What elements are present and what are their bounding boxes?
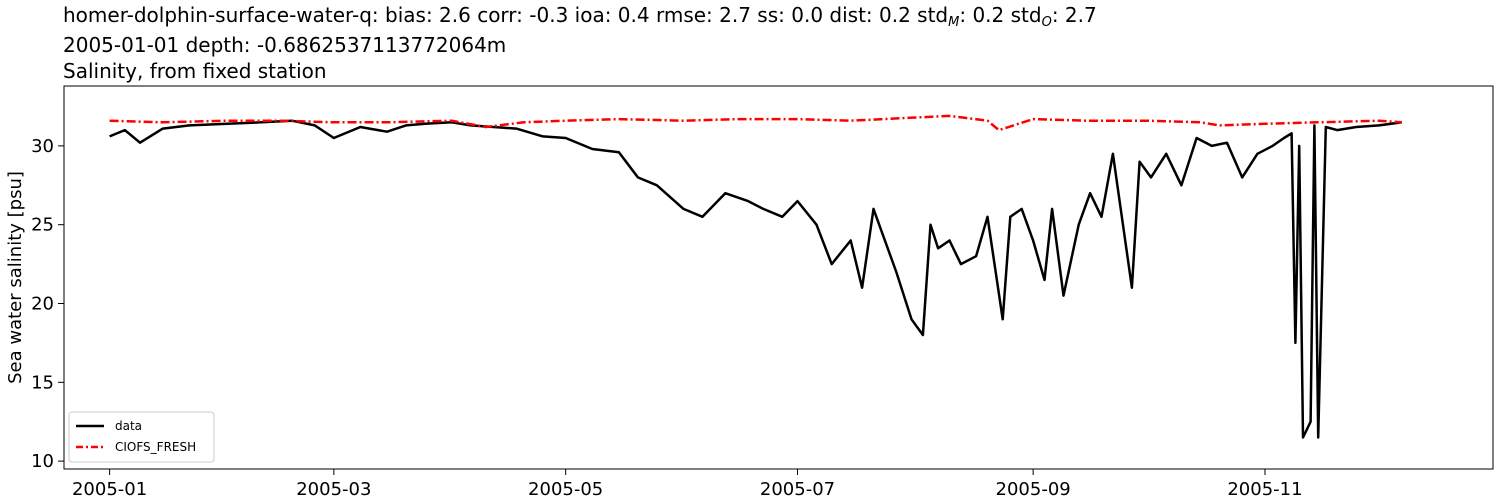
x-axis: 2005-01 2005-03 2005-05 2005-07 2005-09 2005-… [72, 469, 1303, 500]
legend: data CIOFS_FRESH [68, 411, 215, 463]
x-tick-label: 2005-03 [296, 479, 371, 500]
legend-label-0: data [115, 419, 142, 433]
title-stats-mid: : 0.2 std [959, 3, 1042, 27]
legend-label-1: CIOFS_FRESH [115, 440, 196, 454]
x-tick-label: 2005-09 [996, 479, 1071, 500]
y-tick-label: 25 [31, 215, 54, 236]
chart-title-description: Salinity, from fixed station [63, 59, 327, 83]
y-tick-label: 15 [31, 372, 54, 393]
x-tick-label: 2005-01 [72, 479, 147, 500]
title-stats-suffix: : 2.7 [1051, 3, 1097, 27]
y-tick-label: 30 [31, 136, 54, 157]
series-line-0 [109, 119, 1402, 439]
x-tick-label: 2005-07 [760, 479, 835, 500]
title-sub-o: O [1041, 15, 1052, 30]
series-line-1 [109, 114, 1402, 132]
plot-frame [63, 85, 1494, 470]
plot-lines [109, 114, 1402, 439]
title-stats-prefix: homer-dolphin-surface-water-q: bias: 2.6… [63, 3, 949, 27]
x-tick-label: 2005-05 [528, 479, 603, 500]
y-axis: 10 15 20 25 30 [31, 136, 64, 472]
chart-title-date-depth: 2005-01-01 depth: -0.6862537113772064m [63, 33, 507, 57]
y-tick-label: 20 [31, 294, 54, 315]
legend-box [68, 411, 215, 463]
chart-title-stats: homer-dolphin-surface-water-q: bias: 2.6… [63, 3, 1097, 35]
x-tick-label: 2005-11 [1227, 479, 1302, 500]
y-tick-label: 10 [31, 451, 54, 472]
y-axis-label: Sea water salinity [psu] [5, 171, 26, 384]
title-sub-m: M [948, 15, 960, 30]
